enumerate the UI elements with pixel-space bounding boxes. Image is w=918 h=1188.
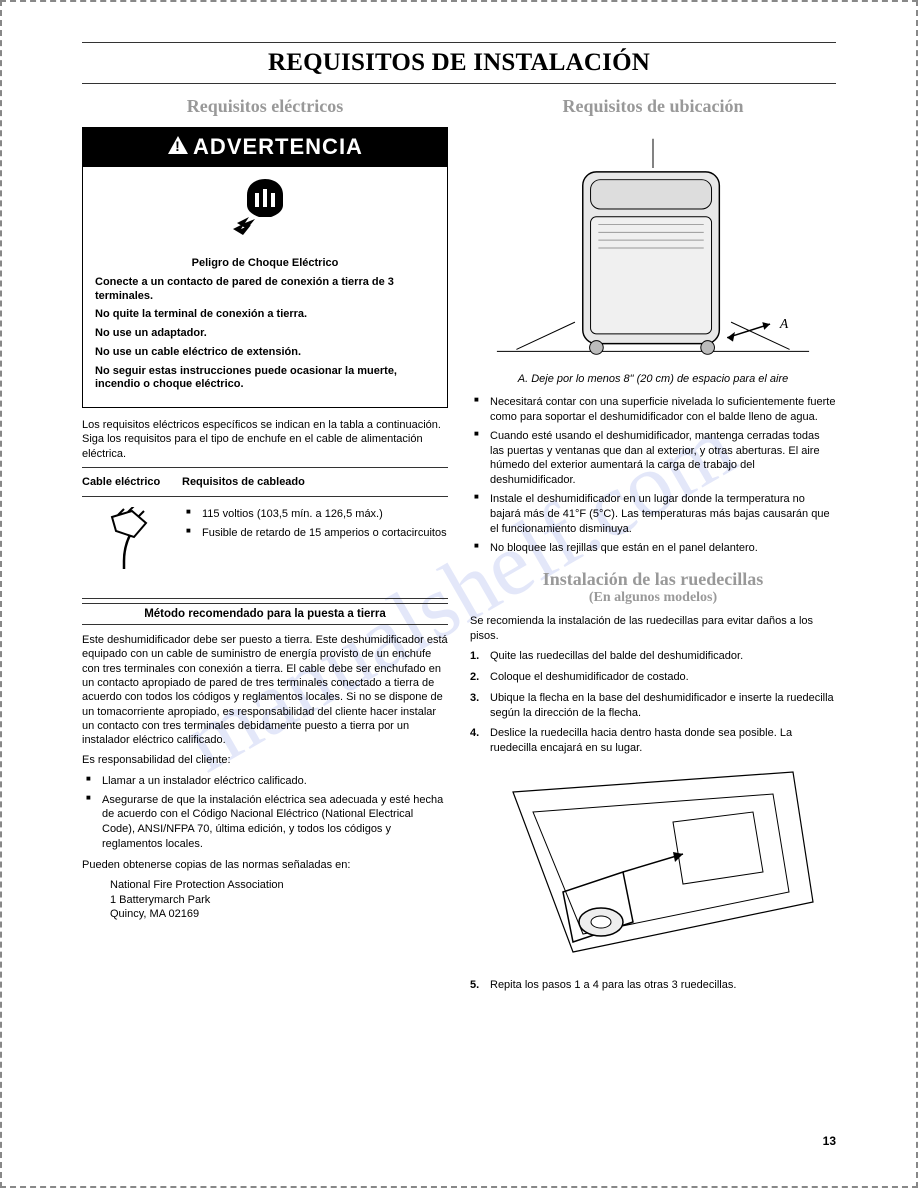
location-item: No bloquee las rejillas que están en el … — [470, 541, 836, 556]
warning-box: ! ADVERTENCIA Peligro de Choque Eléctric… — [82, 127, 448, 408]
plug-icon — [102, 507, 162, 571]
warning-danger-title: Peligro de Choque Eléctrico — [95, 257, 435, 271]
plug-illustration — [82, 507, 182, 574]
table-col2-header: Requisitos de cableado — [182, 476, 305, 488]
casters-intro: Se recomienda la instalación de las rued… — [470, 614, 836, 643]
casters-step5-list: Repita los pasos 1 a 4 para las otras 3 … — [470, 978, 836, 993]
two-column-layout: Requisitos eléctricos ! ADVERTENCIA — [82, 96, 836, 999]
warning-line: No quite la terminal de conexión a tierr… — [95, 308, 435, 322]
wiring-req-item: Fusible de retardo de 15 amperios o cort… — [182, 526, 448, 541]
electrical-section-title: Requisitos eléctricos — [82, 96, 448, 117]
customer-resp-line: Es responsabilidad del cliente: — [82, 753, 448, 767]
customer-resp-list: Llamar a un instalador eléctrico calific… — [82, 774, 448, 852]
address-line: Quincy, MA 02169 — [110, 907, 448, 921]
wiring-req-item: 115 voltios (103,5 mín. a 126,5 máx.) — [182, 507, 448, 522]
warning-body: Peligro de Choque Eléctrico Conecte a un… — [83, 248, 447, 407]
casters-section-title: Instalación de las ruedecillas — [470, 569, 836, 590]
wiring-table-header: Cable eléctrico Requisitos de cableado — [82, 472, 448, 492]
caster-step: Deslice la ruedecilla hacia dentro hasta… — [470, 726, 836, 756]
right-column: Requisitos de ubicación — [470, 96, 836, 999]
caster-step: Repita los pasos 1 a 4 para las otras 3 … — [470, 978, 836, 993]
warning-line: No use un adaptador. — [95, 327, 435, 341]
warning-header: ! ADVERTENCIA — [83, 128, 447, 167]
caster-illustration — [470, 762, 836, 972]
location-item: Instale el deshumidificador en un lugar … — [470, 492, 836, 537]
shock-icon-wrap — [83, 167, 447, 248]
warning-triangle-icon: ! — [167, 135, 189, 161]
table-rule-top — [82, 467, 448, 468]
warning-header-text: ADVERTENCIA — [193, 134, 363, 159]
rule-top — [82, 42, 836, 43]
casters-steps-list: Quite las ruedecillas del balde del desh… — [470, 649, 836, 756]
grounding-method-title: Método recomendado para la puesta a tier… — [82, 603, 448, 625]
address-line: National Fire Protection Association — [110, 878, 448, 892]
wiring-requirements: 115 voltios (103,5 mín. a 126,5 máx.) Fu… — [182, 507, 448, 545]
svg-text:!: ! — [175, 138, 181, 154]
page-content: REQUISITOS DE INSTALACIÓN Requisitos elé… — [2, 2, 916, 1039]
location-item: Cuando esté usando el deshumidificador, … — [470, 429, 836, 488]
grounding-para: Este deshumidificador debe ser puesto a … — [82, 633, 448, 747]
resp-item: Asegurarse de que la instalación eléctri… — [82, 793, 448, 852]
left-column: Requisitos eléctricos ! ADVERTENCIA — [82, 96, 448, 999]
page-number: 13 — [823, 1134, 836, 1148]
nfpa-address: National Fire Protection Association 1 B… — [110, 878, 448, 921]
location-requirements-list: Necesitará contar con una superficie niv… — [470, 395, 836, 555]
wiring-table-row: 115 voltios (103,5 mín. a 126,5 máx.) Fu… — [82, 501, 448, 594]
illus-label-a: A — [779, 316, 789, 331]
location-section-title: Requisitos de ubicación — [470, 96, 836, 117]
illustration-caption: A. Deje por lo menos 8" (20 cm) de espac… — [470, 373, 836, 385]
electrical-intro-para: Los requisitos eléctricos específicos se… — [82, 418, 448, 461]
warning-line: No seguir estas instrucciones puede ocas… — [95, 365, 435, 393]
address-line: 1 Batterymarch Park — [110, 893, 448, 907]
caster-step: Quite las ruedecillas del balde del desh… — [470, 649, 836, 664]
table-rule-bottom — [82, 598, 448, 599]
copies-line: Pueden obtenerse copias de las normas se… — [82, 858, 448, 872]
dehumidifier-illustration: A — [470, 127, 836, 367]
warning-line: No use un cable eléctrico de extensión. — [95, 346, 435, 360]
main-title: REQUISITOS DE INSTALACIÓN — [82, 49, 836, 77]
warning-line: Conecte a un contacto de pared de conexi… — [95, 276, 435, 304]
table-col1-header: Cable eléctrico — [82, 476, 182, 488]
caster-step: Ubique la flecha en la base del deshumid… — [470, 691, 836, 721]
casters-subtitle: (En algunos modelos) — [470, 590, 836, 606]
electric-shock-icon — [225, 175, 305, 237]
caster-step: Coloque el deshumidificador de costado. — [470, 670, 836, 685]
resp-item: Llamar a un instalador eléctrico calific… — [82, 774, 448, 789]
table-rule-mid — [82, 496, 448, 497]
location-item: Necesitará contar con una superficie niv… — [470, 395, 836, 425]
rule-under-title — [82, 83, 836, 84]
